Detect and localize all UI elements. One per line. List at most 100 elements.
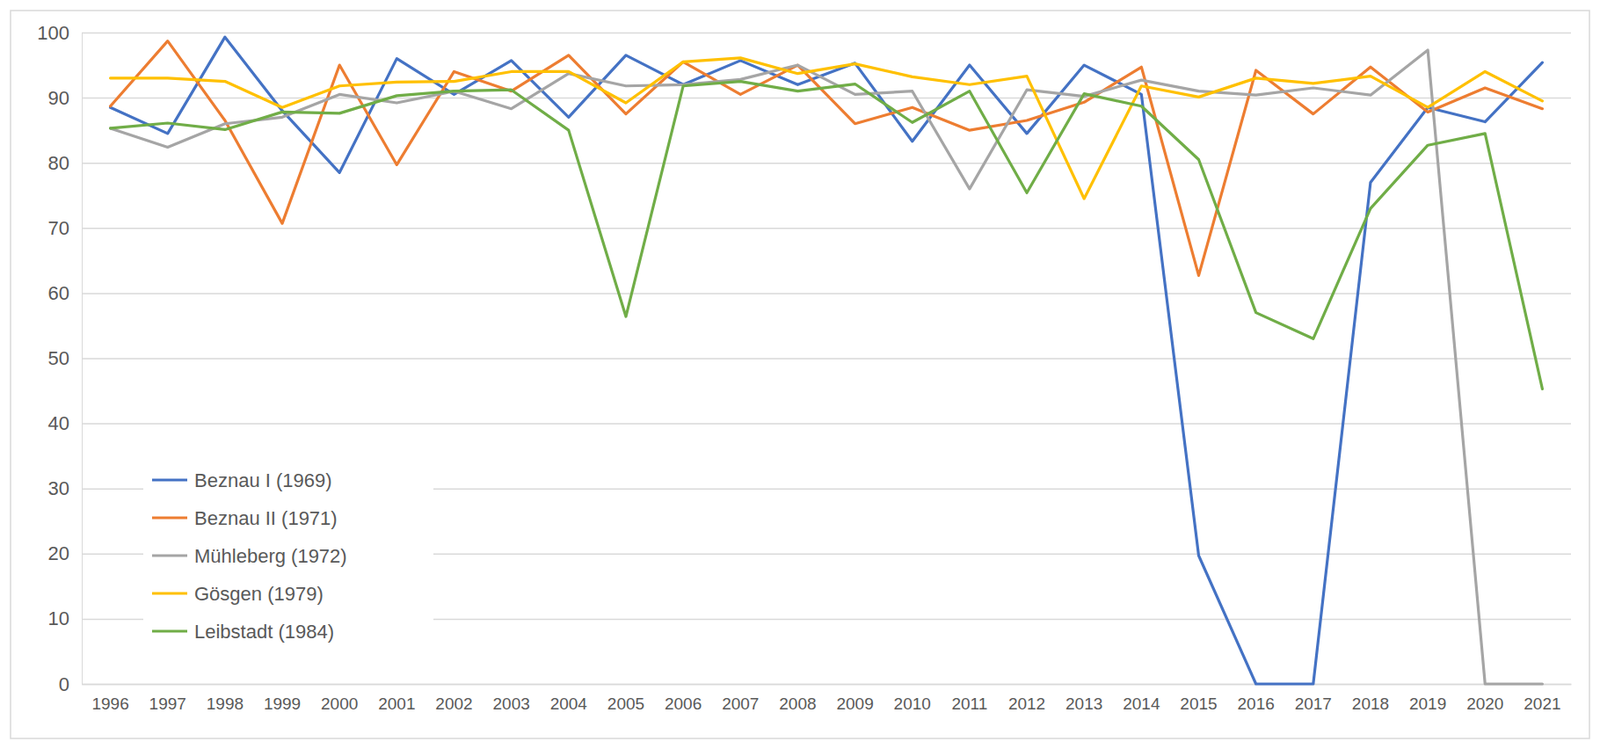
x-axis: 1996 1997 1998 1999 2000 2001 2002 2003 2004 2005… <box>82 683 1572 713</box>
y-tick: 100 <box>36 21 1571 44</box>
x-tick-label: 2012 <box>1008 694 1046 713</box>
x-tick: 2006 <box>664 683 702 713</box>
x-tick: 2019 <box>1409 683 1447 713</box>
legend-label: Beznau I (1969) <box>194 469 333 492</box>
grid-line <box>81 227 1571 230</box>
x-tick-label: 2002 <box>435 694 473 713</box>
grid-line <box>81 292 1571 295</box>
x-tick: 2003 <box>493 683 531 713</box>
x-tick: 2004 <box>550 683 589 713</box>
x-tick: 2011 <box>951 683 988 713</box>
x-tick: 2005 <box>607 683 645 713</box>
legend-swatch <box>152 629 188 633</box>
legend-label: Beznau II (1971) <box>194 507 338 530</box>
y-tick-label: 80 <box>48 152 70 175</box>
x-tick-label: 2013 <box>1065 694 1103 713</box>
y-tick: 60 <box>48 282 1571 305</box>
x-tick-label: 2006 <box>664 694 702 713</box>
x-tick-label: 2001 <box>378 694 415 713</box>
x-tick-label: 2016 <box>1237 694 1275 713</box>
y-axis-line <box>82 33 1572 685</box>
chart: 0 10 20 30 40 50 60 70 80 90 100 1996 1997 1998 1999 20… <box>0 0 1600 749</box>
legend-swatch <box>152 478 188 481</box>
series-line <box>110 36 1543 684</box>
x-tick: 2013 <box>1065 683 1103 713</box>
y-tick-label: 70 <box>48 217 70 240</box>
x-tick: 2018 <box>1352 683 1390 713</box>
y-tick-label: 50 <box>48 347 70 370</box>
grid-line <box>81 683 1571 686</box>
x-tick-label: 2018 <box>1352 694 1390 713</box>
y-tick-label: 20 <box>48 542 70 565</box>
x-tick-label: 1998 <box>206 694 244 713</box>
x-tick-label: 2014 <box>1122 694 1161 713</box>
y-tick-label: 10 <box>48 607 70 630</box>
x-tick-label: 1997 <box>149 694 187 713</box>
x-tick: 2008 <box>778 683 816 713</box>
legend-label: Mühleberg (1972) <box>194 545 348 568</box>
x-tick: 1998 <box>206 683 244 713</box>
x-tick-label: 2017 <box>1294 694 1332 713</box>
x-tick: 2007 <box>721 683 759 713</box>
series-line <box>110 41 1543 277</box>
legend-item: Mühleberg (1972) <box>152 545 348 568</box>
x-tick: 2000 <box>320 683 358 713</box>
legend-swatch <box>152 591 188 595</box>
x-tick: 2020 <box>1466 683 1504 713</box>
x-tick-label: 2019 <box>1409 694 1447 713</box>
x-tick-label: 2003 <box>493 694 531 713</box>
x-tick: 2017 <box>1294 683 1332 713</box>
x-tick: 2009 <box>836 683 873 713</box>
legend-item: Leibstadt (1984) <box>152 620 335 643</box>
y-tick: 0 <box>58 673 1571 696</box>
y-tick-label: 60 <box>48 282 70 305</box>
x-tick: 2012 <box>1008 683 1046 713</box>
y-tick: 50 <box>48 347 1571 370</box>
y-tick-label: 90 <box>48 87 70 110</box>
series-line <box>110 81 1543 390</box>
x-tick: 2002 <box>435 683 473 713</box>
legend-item: Gösgen (1979) <box>152 582 324 605</box>
x-tick: 1996 <box>91 683 129 713</box>
grid-line <box>81 32 1571 35</box>
grid-line <box>81 357 1571 360</box>
x-tick: 2001 <box>378 683 415 713</box>
plot: 0 10 20 30 40 50 60 70 80 90 100 1996 1997 1998 1999 20… <box>36 21 1571 714</box>
x-tick: 2016 <box>1237 683 1275 713</box>
x-tick: 2014 <box>1122 683 1161 713</box>
x-tick-label: 1996 <box>91 694 129 713</box>
legend: Beznau I (1969) Beznau II (1971) Mühleberg… <box>143 458 434 653</box>
x-tick-label: 2020 <box>1466 694 1504 713</box>
legend-item: Beznau II (1971) <box>152 507 338 530</box>
y-tick: 70 <box>48 217 1571 240</box>
series-line <box>110 50 1543 684</box>
y-tick-label: 30 <box>48 477 70 500</box>
x-tick-label: 2009 <box>836 694 873 713</box>
y-axis: 0 10 20 30 40 50 60 70 80 90 100 <box>36 21 1571 696</box>
x-tick: 2015 <box>1179 683 1217 713</box>
chart-border <box>10 10 1590 739</box>
x-tick: 1997 <box>149 683 187 713</box>
x-tick-label: 2000 <box>320 694 358 713</box>
y-tick-label: 40 <box>48 412 70 435</box>
y-tick-label: 0 <box>58 673 70 696</box>
series-line <box>110 58 1543 199</box>
x-tick-label: 2015 <box>1179 694 1217 713</box>
x-tick: 1999 <box>263 683 301 713</box>
y-tick: 80 <box>48 152 1571 175</box>
legend-swatch <box>152 553 188 557</box>
x-tick-label: 2004 <box>550 694 589 713</box>
x-tick: 2010 <box>894 683 931 713</box>
lines <box>110 36 1543 684</box>
legend-label: Gösgen (1979) <box>194 582 324 605</box>
x-tick-label: 2011 <box>951 694 988 713</box>
legend-label: Leibstadt (1984) <box>194 620 335 643</box>
legend-swatch <box>152 516 188 519</box>
grid-line <box>81 422 1571 425</box>
x-tick-label: 2008 <box>778 694 816 713</box>
x-tick-label: 2021 <box>1523 694 1561 713</box>
x-tick-label: 2007 <box>721 694 759 713</box>
x-tick: 2021 <box>1523 683 1561 713</box>
x-axis-line <box>82 683 1572 686</box>
legend-background <box>143 458 434 653</box>
